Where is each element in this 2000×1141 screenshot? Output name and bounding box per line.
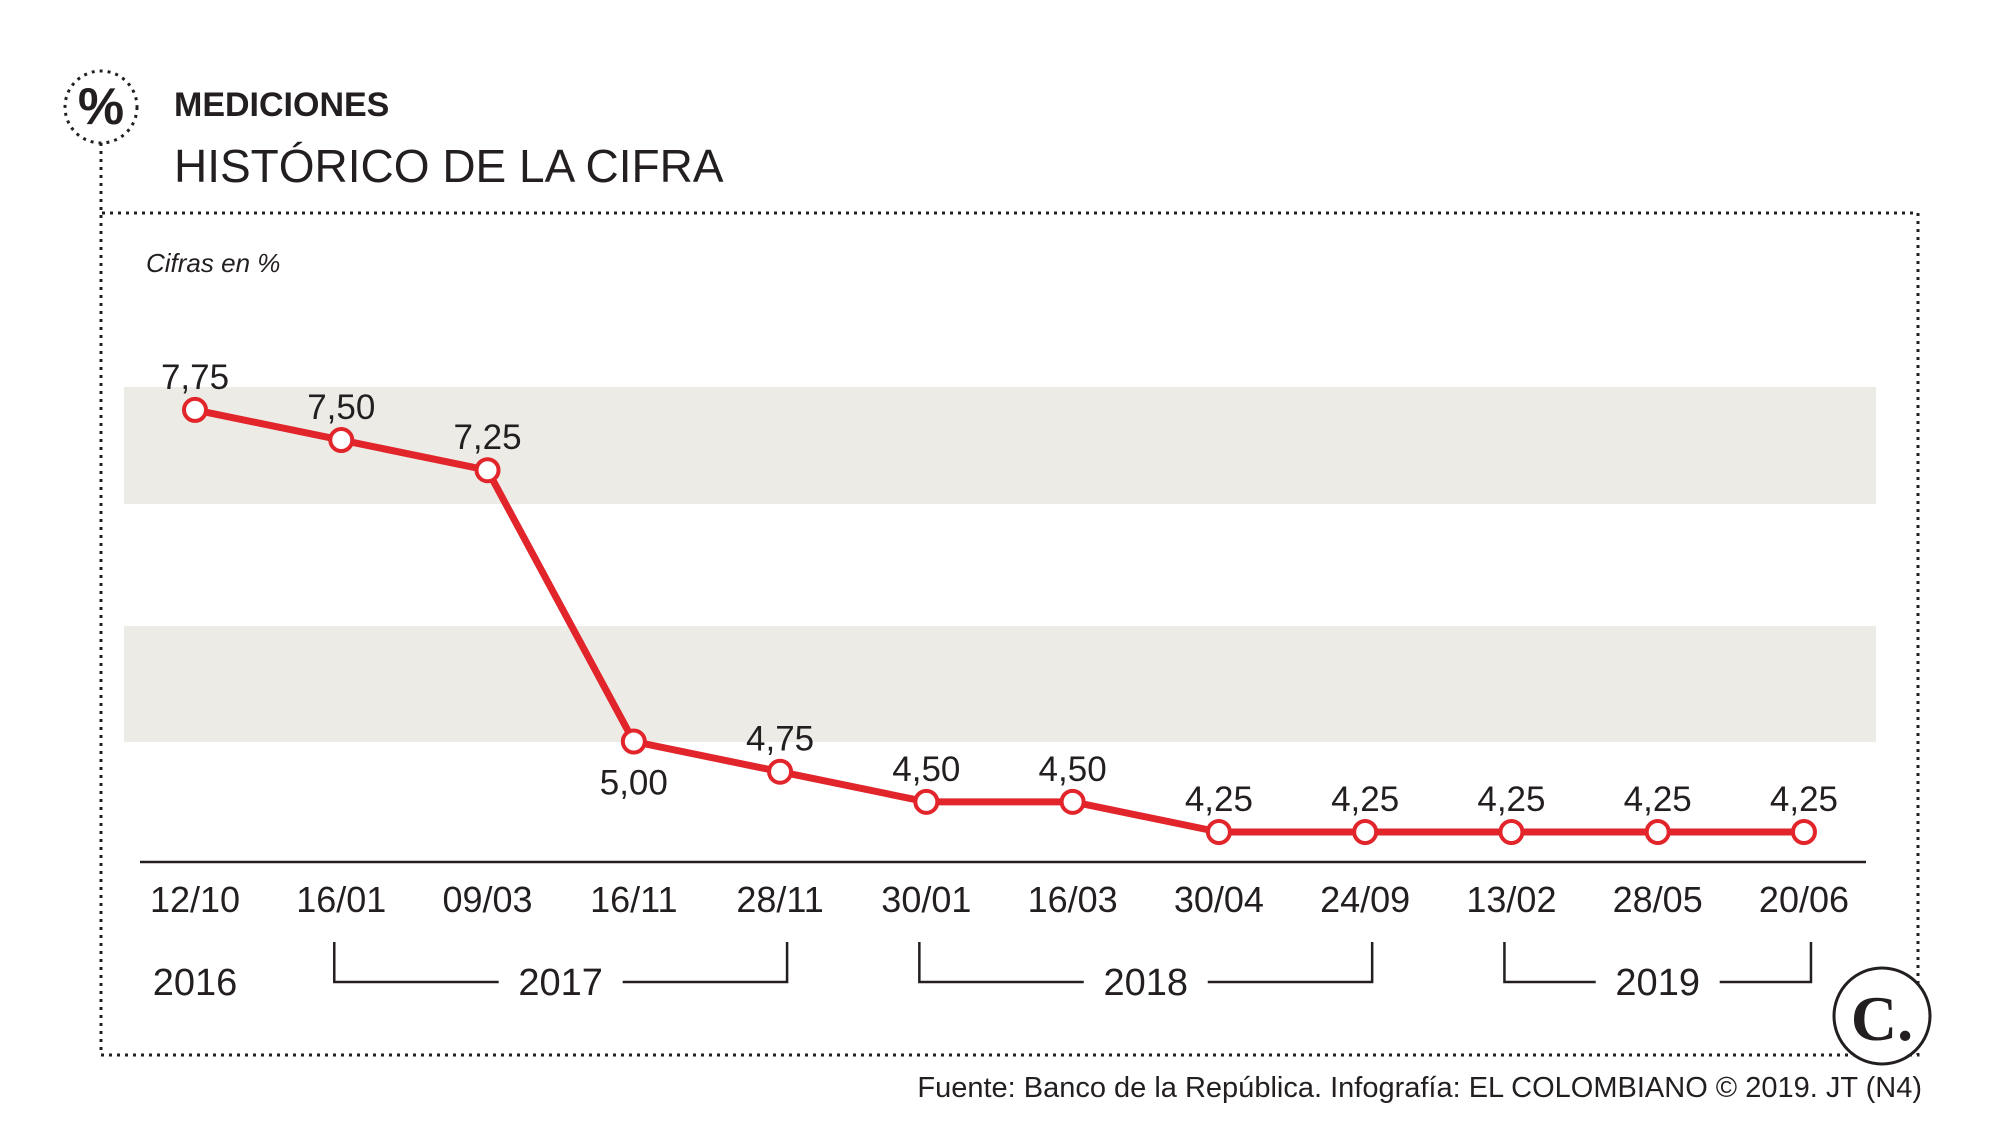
badge-symbol: % — [78, 78, 124, 136]
data-point — [1205, 819, 1232, 845]
x-tick-label: 16/03 — [1028, 879, 1118, 920]
data-label: 4,25 — [1331, 780, 1399, 819]
data-label: 7,25 — [453, 418, 521, 457]
page-title: HISTÓRICO DE LA CIFRA — [174, 140, 724, 192]
x-tick-label: 24/09 — [1320, 879, 1410, 920]
year-bracket — [333, 942, 789, 984]
year-label: 2016 — [153, 962, 238, 1004]
x-tick-label: 30/04 — [1174, 879, 1264, 920]
logo-letter: C. — [1851, 983, 1913, 1054]
x-tick-label: 16/01 — [296, 879, 386, 920]
series-line — [194, 406, 1804, 836]
data-label: 4,25 — [1770, 780, 1838, 819]
x-tick-label: 16/11 — [590, 879, 677, 920]
data-point — [1352, 819, 1379, 845]
data-point — [1644, 819, 1671, 845]
data-label: 4,25 — [1185, 780, 1253, 819]
el-colombiano-logo: C. — [1832, 966, 1932, 1066]
kicker: MEDICIONES — [174, 86, 389, 124]
band-upper — [124, 387, 1876, 504]
data-point — [767, 758, 794, 785]
data-point — [1498, 819, 1525, 845]
data-label: 4,50 — [892, 750, 960, 789]
data-point — [474, 457, 501, 484]
x-tick-label: 09/03 — [442, 879, 532, 920]
x-tick-label: 13/02 — [1466, 879, 1556, 920]
source-note: Fuente: Banco de la República. Infografí… — [917, 1072, 1922, 1104]
year-bracket — [1503, 942, 1813, 984]
x-tick-label: 28/11 — [736, 879, 823, 920]
data-point — [1059, 788, 1086, 815]
year-label: 2019 — [1615, 962, 1700, 1004]
data-label: 4,75 — [746, 720, 814, 759]
x-tick-label: 12/10 — [150, 879, 240, 920]
data-label: 4,25 — [1477, 780, 1545, 819]
data-label: 4,25 — [1624, 780, 1692, 819]
data-point — [1790, 819, 1817, 845]
data-point — [620, 728, 647, 755]
x-ticks: 12/10 16/01 09/03 16/11 28/11 30/01 16/03 30/04… — [150, 879, 1849, 920]
year-bracket — [918, 942, 1374, 984]
data-label: 7,50 — [307, 388, 375, 427]
data-point — [182, 396, 208, 423]
data-point — [913, 788, 940, 815]
data-point — [328, 427, 355, 454]
labels-layer: 7,75 7,50 7,25 5,00 4,75 4,50 4,50 4,25 4,25 4,25… — [161, 358, 1838, 819]
year-label: 2018 — [1103, 962, 1188, 1004]
data-label: 4,50 — [1039, 750, 1107, 789]
data-label: 7,75 — [161, 358, 229, 397]
unit-label: Cifras en % — [146, 248, 280, 278]
frame-border — [99, 143, 1920, 1057]
year-brackets: 2016 2017 2018 2019 — [153, 942, 1813, 1004]
percent-badge-icon: % — [63, 69, 139, 145]
year-label: 2017 — [518, 962, 603, 1004]
series-layer — [182, 396, 1817, 845]
band-lower — [124, 626, 1876, 742]
x-tick-label: 28/05 — [1613, 879, 1703, 920]
data-label: 5,00 — [600, 764, 668, 803]
x-tick-label: 20/06 — [1759, 879, 1849, 920]
x-tick-label: 30/01 — [881, 879, 971, 920]
